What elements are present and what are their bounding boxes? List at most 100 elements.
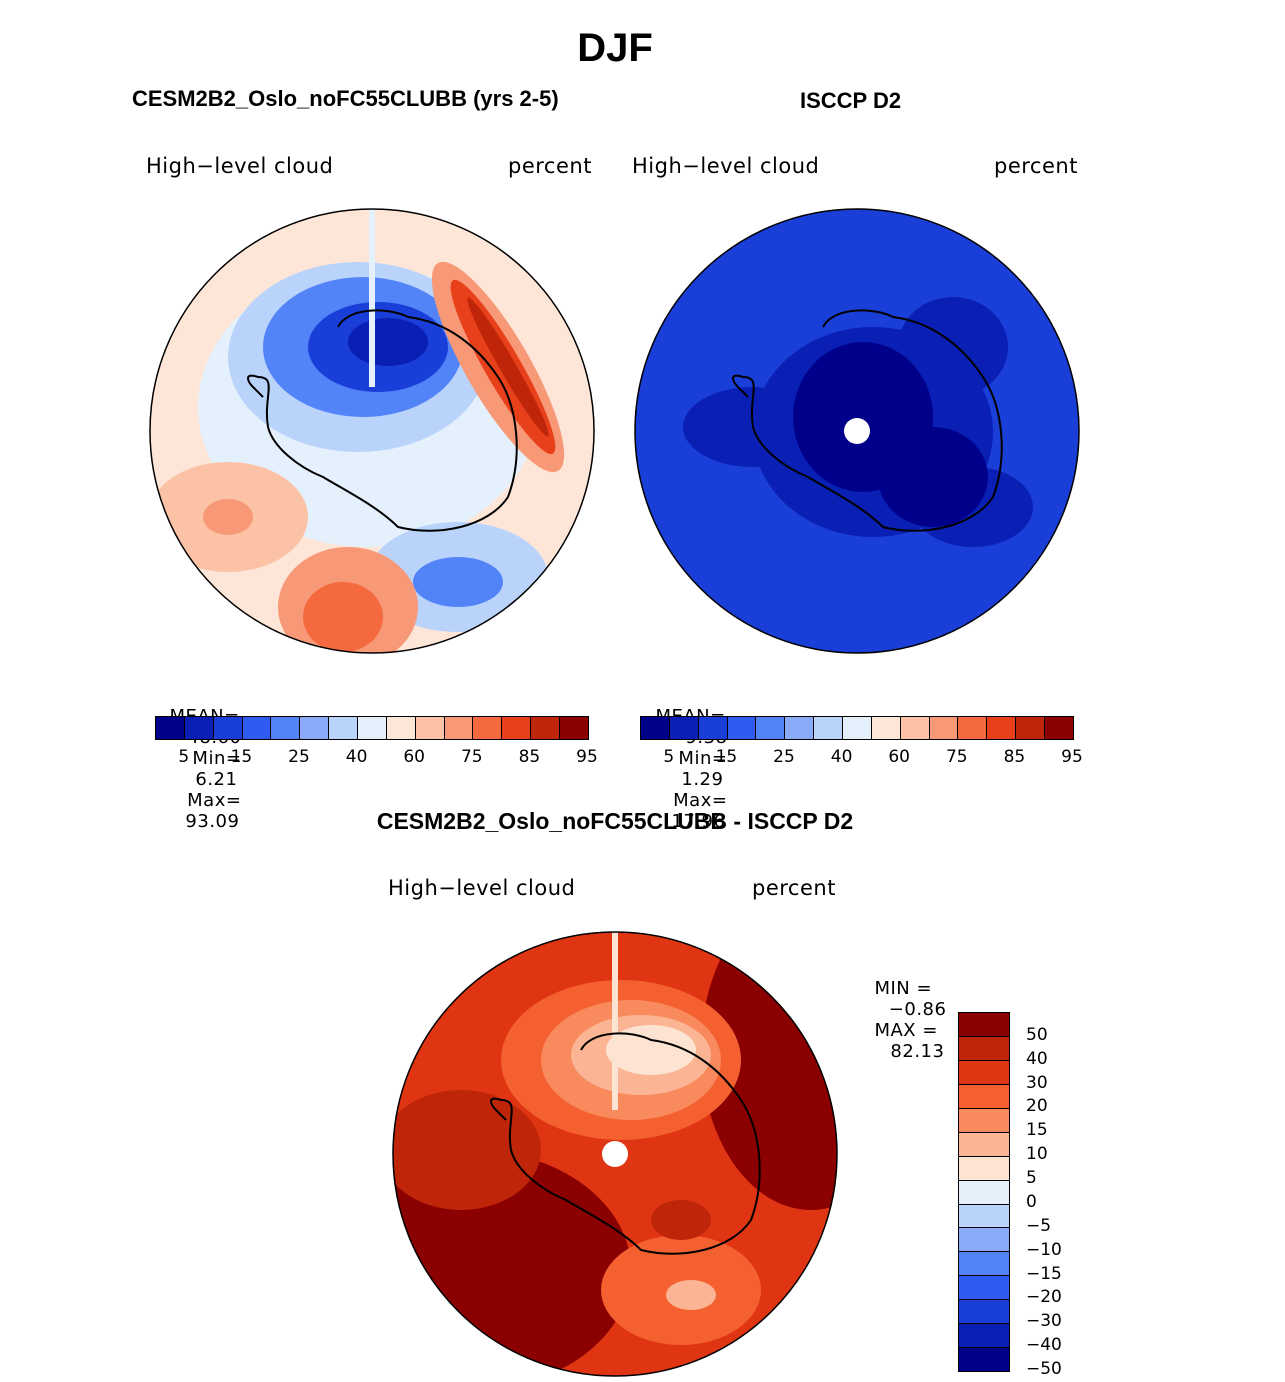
obs-colorbar-swatch-7 bbox=[843, 717, 872, 739]
diff-min-label: MIN = bbox=[874, 978, 933, 999]
model-colorbar-swatch-5 bbox=[300, 717, 330, 739]
diff-variable-label: High−level cloud bbox=[388, 876, 576, 900]
difference-colorbar-swatch-13 bbox=[959, 1324, 1009, 1349]
obs-polar-map bbox=[634, 208, 1080, 654]
difference-colorbar-swatch-5 bbox=[959, 1132, 1009, 1157]
obs-colorbar-swatch-4 bbox=[756, 717, 786, 739]
difference-colorbar-tick-label: 20 bbox=[1026, 1096, 1048, 1117]
difference-colorbar bbox=[958, 1012, 1010, 1372]
difference-colorbar-tick-label: 40 bbox=[1026, 1048, 1048, 1069]
obs-min-label: Min= bbox=[678, 748, 728, 769]
obs-colorbar-swatch-2 bbox=[698, 717, 728, 739]
obs-colorbar-swatch-1 bbox=[669, 717, 699, 739]
model-colorbar-swatch-6 bbox=[329, 717, 359, 739]
difference-colorbar-swatch-0 bbox=[959, 1013, 1009, 1037]
model-colorbar-swatch-0 bbox=[156, 717, 185, 739]
obs-variable-label: High−level cloud bbox=[632, 154, 820, 178]
model-max-value: 93.09 bbox=[185, 811, 240, 832]
model-variable-label: High−level cloud bbox=[146, 154, 334, 178]
difference-colorbar-tick-label: −5 bbox=[1026, 1215, 1052, 1236]
obs-colorbar-swatch-10 bbox=[929, 717, 959, 739]
obs-colorbar-swatch-5 bbox=[785, 717, 815, 739]
difference-colorbar-swatch-10 bbox=[959, 1252, 1009, 1277]
difference-colorbar-tick-label: −30 bbox=[1026, 1311, 1062, 1332]
model-colorbar-tick-label: 25 bbox=[288, 747, 310, 767]
model-colorbar-tick-label: 60 bbox=[403, 747, 426, 767]
obs-colorbar bbox=[640, 716, 1074, 740]
difference-colorbar-tick-label: −10 bbox=[1026, 1239, 1062, 1260]
difference-colorbar-tick-label: −50 bbox=[1026, 1359, 1062, 1379]
difference-colorbar-swatch-3 bbox=[959, 1084, 1009, 1109]
model-colorbar-swatch-12 bbox=[502, 717, 532, 739]
difference-colorbar-swatch-2 bbox=[959, 1060, 1009, 1085]
difference-colorbar-swatch-7 bbox=[959, 1180, 1009, 1205]
obs-colorbar-tick-label: 40 bbox=[830, 747, 853, 767]
difference-colorbar-swatch-12 bbox=[959, 1300, 1009, 1325]
obs-colorbar-swatch-9 bbox=[900, 717, 930, 739]
difference-colorbar-tick-label: −15 bbox=[1026, 1263, 1062, 1284]
model-colorbar-swatch-9 bbox=[415, 717, 445, 739]
model-colorbar-swatch-7 bbox=[358, 717, 387, 739]
obs-colorbar-swatch-13 bbox=[1016, 717, 1046, 739]
model-colorbar-swatch-8 bbox=[386, 717, 416, 739]
obs-panel-title: ISCCP D2 bbox=[800, 88, 902, 113]
difference-colorbar-tick-label: 30 bbox=[1026, 1072, 1048, 1093]
model-min-label: Min= bbox=[192, 748, 242, 769]
model-colorbar-swatch-13 bbox=[531, 717, 561, 739]
model-colorbar-swatch-4 bbox=[271, 717, 301, 739]
obs-colorbar-tick-label: 75 bbox=[945, 747, 968, 767]
obs-colorbar-tick-label: 60 bbox=[888, 747, 911, 767]
obs-colorbar-tick-label: 85 bbox=[1003, 747, 1026, 767]
obs-colorbar-tick-label: 15 bbox=[715, 747, 738, 767]
model-units-label: percent bbox=[508, 154, 592, 178]
difference-colorbar-swatch-9 bbox=[959, 1228, 1009, 1253]
obs-colorbar-swatch-3 bbox=[727, 717, 757, 739]
difference-colorbar-tick-label: 50 bbox=[1026, 1024, 1048, 1045]
obs-colorbar-swatch-12 bbox=[987, 717, 1017, 739]
model-max-label: Max= bbox=[187, 790, 242, 811]
difference-colorbar-tick-label: 10 bbox=[1026, 1144, 1048, 1165]
diff-units-label: percent bbox=[752, 876, 836, 900]
obs-min-value: 1.29 bbox=[681, 769, 724, 790]
model-colorbar-tick-label: 75 bbox=[460, 747, 483, 767]
diff-min-value: −0.86 bbox=[888, 999, 947, 1020]
model-min-value: 6.21 bbox=[195, 769, 238, 790]
difference-colorbar-tick-label: 0 bbox=[1026, 1191, 1037, 1212]
model-stats: MEAN= 48.60 Min= 6.21 Max= 93.09 bbox=[157, 685, 241, 832]
obs-max-label: Max= bbox=[673, 790, 728, 811]
obs-colorbar-tick-label: 5 bbox=[663, 747, 675, 767]
difference-colorbar-tick-label: 5 bbox=[1026, 1168, 1037, 1189]
model-colorbar-swatch-11 bbox=[473, 717, 503, 739]
obs-max-value: 17.96 bbox=[671, 811, 726, 832]
model-colorbar-swatch-14 bbox=[560, 717, 588, 739]
model-colorbar-swatch-10 bbox=[444, 717, 474, 739]
obs-colorbar-tick-label: 25 bbox=[773, 747, 795, 767]
obs-colorbar-tick-label: 95 bbox=[1061, 747, 1083, 767]
model-colorbar-tick-label: 85 bbox=[518, 747, 541, 767]
figure-title: DJF bbox=[577, 26, 653, 70]
model-polar-map bbox=[149, 208, 595, 654]
model-colorbar-tick-label: 15 bbox=[230, 747, 253, 767]
model-colorbar-swatch-2 bbox=[213, 717, 243, 739]
difference-colorbar-ticks: 50 40 30 20 15 10 5 0 −5 −10 −15 −20 −30 −40 −50 bbox=[1026, 1012, 1086, 1379]
diff-max-value: 82.13 bbox=[890, 1041, 945, 1062]
difference-colorbar-tick-label: −20 bbox=[1026, 1287, 1062, 1308]
difference-colorbar-swatch-8 bbox=[959, 1204, 1009, 1229]
model-colorbar-swatch-1 bbox=[184, 717, 214, 739]
model-colorbar-tick-label: 5 bbox=[178, 747, 190, 767]
difference-colorbar-tick-label: −40 bbox=[1026, 1335, 1062, 1356]
diff-max-label: MAX = bbox=[874, 1020, 938, 1041]
difference-colorbar-swatch-11 bbox=[959, 1276, 1009, 1301]
model-colorbar-tick-label: 40 bbox=[345, 747, 368, 767]
obs-units-label: percent bbox=[994, 154, 1078, 178]
obs-colorbar-swatch-14 bbox=[1045, 717, 1073, 739]
difference-polar-map bbox=[392, 931, 838, 1377]
model-colorbar-tick-label: 95 bbox=[576, 747, 598, 767]
model-panel-title: CESM2B2_Oslo_noFC55CLUBB (yrs 2-5) bbox=[132, 86, 559, 111]
obs-colorbar-swatch-11 bbox=[958, 717, 988, 739]
difference-colorbar-swatch-14 bbox=[959, 1348, 1009, 1372]
difference-panel-title: CESM2B2_Oslo_noFC55CLUBB - ISCCP D2 bbox=[376, 808, 854, 834]
model-colorbar-swatch-3 bbox=[242, 717, 272, 739]
obs-colorbar-swatch-0 bbox=[641, 717, 670, 739]
obs-colorbar-swatch-6 bbox=[814, 717, 844, 739]
